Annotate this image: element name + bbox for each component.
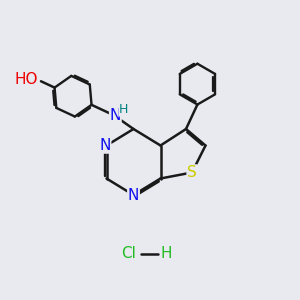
Text: H: H	[161, 246, 172, 261]
Text: N: N	[128, 188, 139, 202]
Text: N: N	[110, 108, 121, 123]
Text: Cl: Cl	[122, 246, 136, 261]
Text: N: N	[99, 138, 111, 153]
Text: HO: HO	[14, 72, 38, 87]
Text: S: S	[187, 165, 197, 180]
Text: H: H	[119, 103, 128, 116]
